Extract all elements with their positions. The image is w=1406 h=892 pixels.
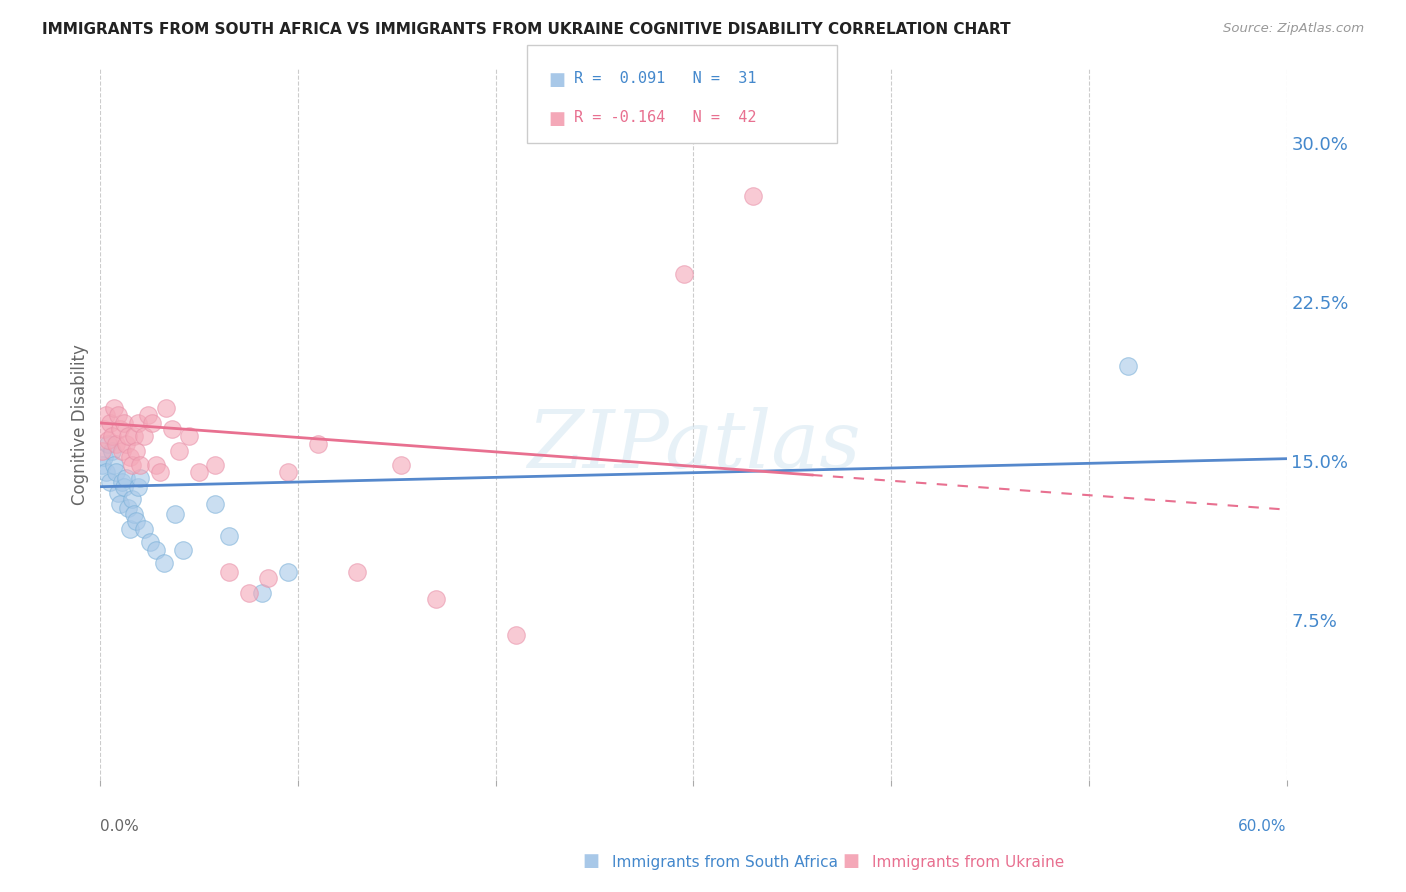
Point: [277, 565, 299, 579]
Point: [145, 543, 167, 558]
Point: [179, 429, 201, 443]
Point: [125, 514, 148, 528]
Point: [107, 408, 129, 422]
Point: [118, 522, 141, 536]
Point: [165, 508, 187, 522]
Point: [204, 458, 226, 473]
Point: [172, 543, 194, 558]
Point: [127, 480, 149, 494]
Point: [127, 416, 149, 430]
Text: ■: ■: [842, 852, 859, 870]
Point: [107, 486, 129, 500]
Point: [112, 416, 135, 430]
Point: [152, 556, 174, 570]
Point: [136, 408, 159, 422]
Text: R = -0.164   N =  42: R = -0.164 N = 42: [574, 110, 756, 125]
Point: [103, 458, 125, 473]
Point: [238, 586, 260, 600]
Point: [97, 437, 120, 451]
Point: [108, 497, 131, 511]
Point: [307, 437, 329, 451]
Point: [103, 401, 125, 416]
Point: [139, 534, 162, 549]
Point: [117, 500, 139, 515]
Text: IMMIGRANTS FROM SOUTH AFRICA VS IMMIGRANTS FROM UKRAINE COGNITIVE DISABILITY COR: IMMIGRANTS FROM SOUTH AFRICA VS IMMIGRAN…: [42, 22, 1011, 37]
Point: [149, 465, 172, 479]
Point: [1118, 359, 1140, 373]
Point: [277, 465, 299, 479]
Point: [118, 450, 141, 464]
Point: [257, 571, 280, 585]
Point: [93, 450, 115, 464]
Text: 60.0%: 60.0%: [1239, 819, 1286, 834]
Point: [218, 528, 240, 542]
Point: [97, 433, 120, 447]
Point: [105, 465, 128, 479]
Point: [218, 565, 240, 579]
Point: [93, 422, 115, 436]
Point: [252, 586, 274, 600]
Point: [132, 522, 155, 536]
Point: [111, 443, 134, 458]
Y-axis label: Cognitive Disability: Cognitive Disability: [72, 343, 89, 505]
Point: [98, 416, 121, 430]
Point: [105, 437, 128, 451]
Point: [115, 471, 138, 485]
Point: [121, 492, 143, 507]
Point: [125, 443, 148, 458]
Point: [101, 443, 124, 458]
Point: [108, 422, 131, 436]
Point: [96, 408, 118, 422]
Point: [122, 429, 145, 443]
Point: [169, 443, 191, 458]
Point: [672, 268, 695, 282]
Point: [425, 592, 447, 607]
Text: ■: ■: [582, 852, 599, 870]
Point: [389, 458, 412, 473]
Point: [128, 471, 150, 485]
Point: [204, 497, 226, 511]
Point: [188, 465, 211, 479]
Point: [112, 480, 135, 494]
Point: [91, 443, 114, 458]
Point: [132, 429, 155, 443]
Point: [101, 429, 124, 443]
Text: 0.0%: 0.0%: [100, 819, 139, 834]
Point: [145, 458, 167, 473]
Text: Source: ZipAtlas.com: Source: ZipAtlas.com: [1223, 22, 1364, 36]
Text: ZIPatlas: ZIPatlas: [527, 407, 860, 484]
Point: [98, 475, 121, 490]
Point: [117, 429, 139, 443]
Point: [505, 628, 527, 642]
Text: Immigrants from Ukraine: Immigrants from Ukraine: [872, 855, 1064, 870]
Point: [111, 475, 134, 490]
Point: [128, 458, 150, 473]
Point: [160, 422, 183, 436]
Point: [121, 458, 143, 473]
Point: [155, 401, 177, 416]
Point: [96, 465, 118, 479]
Point: [141, 416, 163, 430]
Text: R =  0.091   N =  31: R = 0.091 N = 31: [574, 71, 756, 87]
Point: [741, 189, 763, 203]
Text: ■: ■: [548, 110, 565, 128]
Text: ■: ■: [548, 71, 565, 89]
Point: [115, 437, 138, 451]
Point: [122, 508, 145, 522]
Point: [91, 458, 114, 473]
Point: [346, 565, 368, 579]
Text: Immigrants from South Africa: Immigrants from South Africa: [612, 855, 838, 870]
